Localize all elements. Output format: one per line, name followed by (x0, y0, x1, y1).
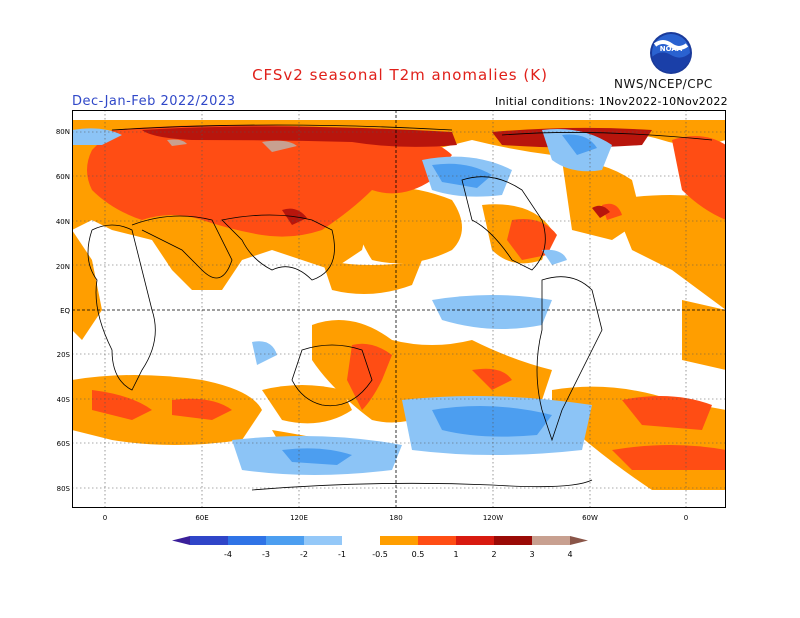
lon-label-120e: 120E (290, 514, 308, 522)
lat-label-40n: 40N (55, 218, 70, 226)
colorbar-tick-label: 4 (567, 550, 572, 559)
lat-label-80s: 80S (56, 485, 70, 493)
map-frame (72, 110, 726, 508)
colorbar-swatch (494, 536, 532, 545)
colorbar-tick-label: 2 (491, 550, 496, 559)
anomaly-fill-cool (282, 134, 597, 465)
lon-label-60w: 60W (582, 514, 598, 522)
map-gridlines (72, 110, 726, 508)
lon-label-0-east: 0 (683, 514, 689, 522)
lat-label-80n: 80N (55, 128, 70, 136)
lon-label-0: 0 (102, 514, 108, 522)
lat-label-eq: EQ (60, 307, 70, 315)
colorbar-swatch (418, 536, 456, 545)
colorbar-tick-label: 0.5 (412, 550, 425, 559)
colorbar-swatch (190, 536, 228, 545)
map-reference-lines (72, 110, 726, 508)
anomaly-map (72, 110, 726, 508)
colorbar-swatch (380, 536, 418, 545)
lat-label-20n: 20N (55, 263, 70, 271)
colorbar-tick-label: 1 (453, 550, 458, 559)
colorbar-tick-label: 3 (529, 550, 534, 559)
lon-label-180: 180 (389, 514, 403, 522)
noaa-logo-icon: NOAA (650, 32, 692, 74)
anomaly-fill-extreme-warm (167, 139, 297, 152)
colorbar-swatch (532, 536, 570, 545)
colorbar-swatch (228, 536, 266, 545)
logo-text: NOAA (660, 45, 683, 53)
colorbar-swatch (456, 536, 494, 545)
colorbar-tick-label: -3 (262, 550, 270, 559)
coastlines (87, 124, 713, 491)
colorbar-arrow-low (172, 536, 190, 545)
colorbar-swatches (172, 536, 588, 545)
colorbar-arrow-high (570, 536, 588, 545)
lat-label-60s: 60S (56, 440, 70, 448)
colorbar-tick-label: -2 (300, 550, 308, 559)
initial-conditions: Initial conditions: 1Nov2022-10Nov2022 (494, 95, 728, 108)
lat-label-60n: 60N (55, 173, 70, 181)
lon-label-120w: 120W (482, 514, 504, 522)
colorbar-tick-labels: -4 -3 -2 -1 -0.5 0.5 1 2 3 4 (224, 550, 573, 559)
lat-label-20s: 20S (56, 351, 70, 359)
anomaly-fill-warm (87, 125, 726, 470)
colorbar-legend: -4 -3 -2 -1 -0.5 0.5 1 2 3 4 (172, 536, 588, 559)
forecast-period: Dec-Jan-Feb 2022/2023 (72, 94, 236, 109)
colorbar-tick-label: -4 (224, 550, 232, 559)
colorbar-swatch (266, 536, 304, 545)
map-title: CFSv2 seasonal T2m anomalies (K) (252, 66, 548, 84)
colorbar-swatch (304, 536, 342, 545)
colorbar-tick-label: -1 (338, 550, 346, 559)
agency-label: NWS/NCEP/CPC (614, 77, 713, 91)
lon-label-60e: 60E (195, 514, 209, 522)
lat-label-40s: 40S (56, 396, 70, 404)
colorbar-swatch (342, 536, 380, 545)
colorbar-tick-label: -0.5 (372, 550, 388, 559)
